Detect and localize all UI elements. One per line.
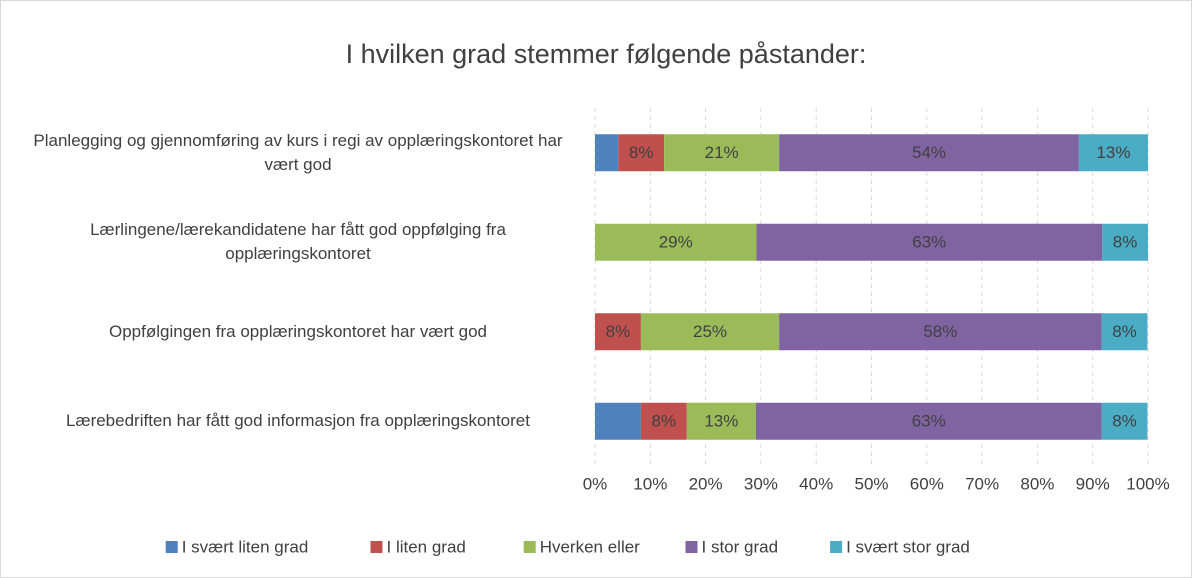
x-tick-label: 50%	[854, 474, 888, 493]
legend-swatch	[523, 541, 536, 553]
data-label: 8%	[652, 412, 677, 431]
y-tick-label: Lærlingene/lærekandidatene har fått god …	[90, 220, 506, 264]
legend-label: I liten grad	[387, 537, 466, 556]
bar-segment	[664, 134, 780, 172]
x-tick-label: 30%	[744, 474, 778, 493]
data-label: 8%	[1112, 412, 1137, 431]
bar-segment	[686, 402, 756, 440]
legend-swatch	[685, 541, 698, 553]
x-tick-label: 10%	[633, 474, 667, 493]
legend-swatch	[165, 541, 178, 553]
bar-segment	[779, 134, 1079, 172]
data-label: 63%	[912, 412, 946, 431]
data-label: 58%	[923, 322, 957, 341]
y-tick-label: Lærebedriften har fått god informasjon f…	[66, 411, 530, 431]
x-tick-label: 100%	[1126, 474, 1169, 493]
x-tick-label: 60%	[910, 474, 944, 493]
data-label: 29%	[659, 233, 693, 252]
bar-segment	[595, 223, 757, 261]
bar-segment	[640, 402, 687, 440]
bar-segment	[1078, 134, 1148, 172]
bar-segment	[595, 402, 641, 440]
bar-segment	[755, 402, 1102, 440]
x-tick-label: 40%	[799, 474, 833, 493]
data-label: 8%	[629, 143, 654, 162]
bar-segment	[595, 134, 619, 172]
data-label: 8%	[606, 322, 631, 341]
data-label: 21%	[705, 143, 739, 162]
x-tick-label: 70%	[965, 474, 999, 493]
data-label: 54%	[912, 143, 946, 162]
y-tick-label: Oppfølgingen fra opplæringskontoret har …	[109, 321, 487, 341]
data-label: 8%	[1112, 322, 1137, 341]
chart-title: I hvilken grad stemmer følgende påstande…	[346, 39, 867, 69]
bar-segment	[618, 134, 665, 172]
legend-label: I svært liten grad	[182, 537, 309, 556]
y-tick-label: Planlegging og gjennomføring av kurs i r…	[33, 130, 563, 174]
data-label: 13%	[704, 412, 738, 431]
x-tick-label: 20%	[689, 474, 723, 493]
bar-segment	[595, 313, 641, 351]
bar-segment	[779, 313, 1102, 351]
x-tick-label: 80%	[1020, 474, 1054, 493]
bar-segment	[1101, 402, 1148, 440]
x-tick-label: 90%	[1076, 474, 1110, 493]
data-label: 63%	[912, 233, 946, 252]
data-label: 13%	[1096, 143, 1130, 162]
bar-segment	[640, 313, 780, 351]
bar-segment	[1101, 313, 1148, 351]
bar-segment	[756, 223, 1103, 261]
data-label: 25%	[693, 322, 727, 341]
legend-label: I stor grad	[702, 537, 779, 556]
x-tick-label: 0%	[583, 474, 608, 493]
legend-label: I svært stor grad	[846, 537, 970, 556]
data-label: 8%	[1113, 233, 1138, 252]
legend-label: Hverken eller	[540, 537, 640, 556]
legend-swatch	[370, 541, 383, 553]
legend-swatch	[830, 541, 843, 553]
bar-segment	[1102, 223, 1148, 261]
